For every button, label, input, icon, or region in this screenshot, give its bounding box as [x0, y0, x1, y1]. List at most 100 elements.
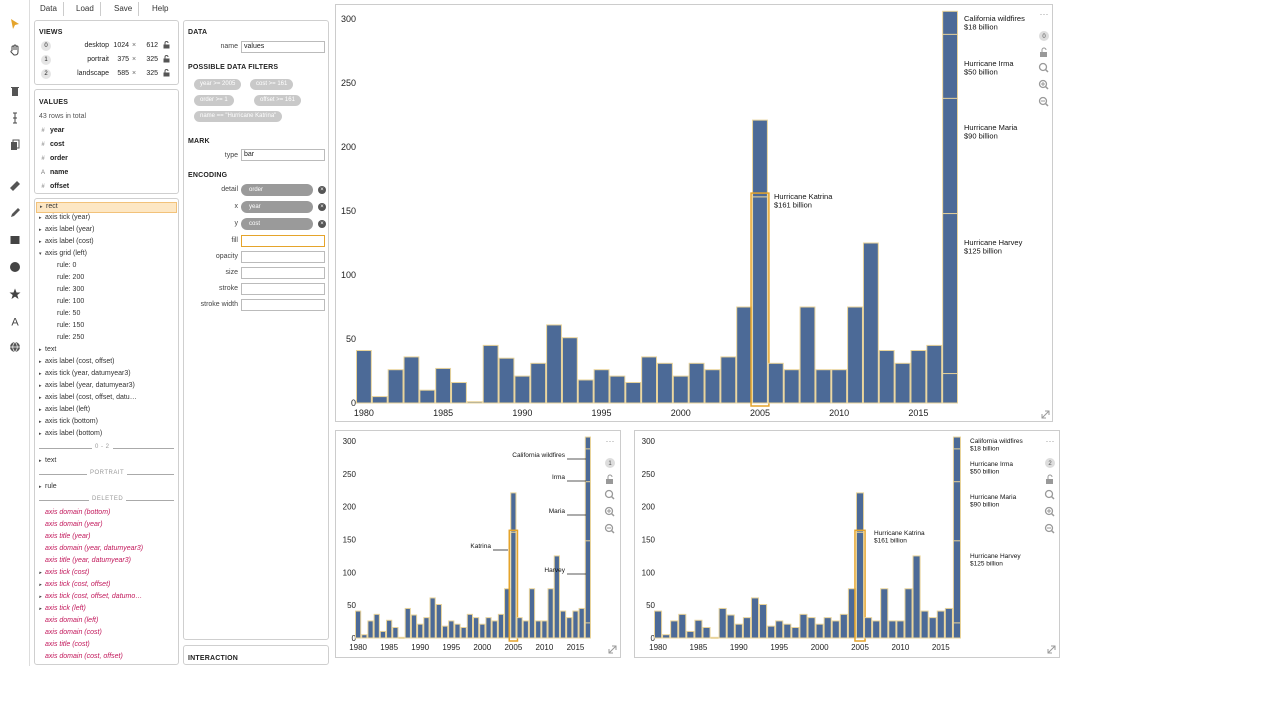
view-row-portrait[interactable]: 1 portrait 375 × 325	[39, 55, 175, 67]
tree-item[interactable]: ▸ rule	[39, 483, 57, 490]
trash-icon[interactable]	[6, 82, 24, 100]
encoding-field-opacity[interactable]	[241, 251, 325, 263]
expand-toggle-icon[interactable]: ▸	[39, 227, 42, 233]
tree-item[interactable]: rule: 200	[39, 274, 84, 281]
expand-toggle-icon[interactable]: ▸	[39, 395, 42, 401]
expand-toggle-icon[interactable]: ▸	[39, 407, 42, 413]
expand-toggle-icon[interactable]: ▸	[39, 458, 42, 464]
tree-item[interactable]: rule: 50	[39, 310, 80, 317]
menu-data[interactable]: Data	[34, 2, 64, 16]
ruler-icon[interactable]	[6, 177, 24, 195]
expand-toggle-icon[interactable]: ▸	[40, 204, 43, 210]
tree-item[interactable]: rule: 250	[39, 334, 84, 341]
expand-toggle-icon[interactable]: ▸	[39, 347, 42, 353]
rect-icon[interactable]	[6, 231, 24, 249]
menu-load[interactable]: Load	[70, 2, 101, 16]
remove-icon[interactable]: ×	[318, 203, 326, 211]
pen-icon[interactable]	[6, 204, 24, 222]
encoding-field-stroke[interactable]	[241, 283, 325, 295]
expand-toggle-icon[interactable]: ▸	[39, 239, 42, 245]
expand-toggle-icon[interactable]: ▸	[39, 215, 42, 221]
tree-item[interactable]: ▸ axis label (year)	[39, 226, 94, 233]
view-width[interactable]: 585	[117, 70, 129, 77]
view-name[interactable]: portrait	[87, 56, 109, 63]
deleted-item[interactable]: axis title (cost)	[39, 641, 90, 648]
deleted-item[interactable]: axis domain (bottom)	[39, 509, 110, 516]
deleted-item[interactable]: axis domain (year, datumyear3)	[39, 545, 143, 552]
deleted-item[interactable]: axis domain (left)	[39, 617, 98, 624]
expand-toggle-icon[interactable]: ▸	[39, 582, 42, 588]
text-cursor-icon[interactable]	[6, 109, 24, 127]
encoding-pill-x[interactable]: year	[241, 201, 313, 213]
filter-chip[interactable]: cost >= 161	[250, 79, 294, 90]
tree-item[interactable]: ▸ text	[39, 457, 56, 464]
view-desktop[interactable]: 0 50 100 150 200 250 300 1980 1985 1990 1995 2000 20…	[335, 4, 1053, 422]
tree-item[interactable]: ▸ axis label (cost, offset, datu…	[39, 394, 137, 401]
deleted-item[interactable]: axis title (year)	[39, 533, 91, 540]
view-height[interactable]: 325	[146, 70, 158, 77]
star-icon[interactable]	[6, 285, 24, 303]
tree-item[interactable]: ▸ text	[39, 346, 56, 353]
mark-type-field[interactable]: bar	[241, 149, 325, 161]
tree-item[interactable]: rule: 0	[39, 262, 76, 269]
tree-item[interactable]: rule: 300	[39, 286, 84, 293]
encoding-field-size[interactable]	[241, 267, 325, 279]
lock-icon[interactable]	[163, 55, 170, 65]
view-height[interactable]: 612	[146, 42, 158, 49]
view-landscape[interactable]: 0 50 100 150 200 250 300 1980 1985 1990 1995 2000 20…	[634, 430, 1060, 658]
view-row-desktop[interactable]: 0 desktop 1024 × 612	[39, 41, 175, 53]
expand-toggle-icon[interactable]: ▸	[39, 383, 42, 389]
expand-toggle-icon[interactable]: ▸	[39, 431, 42, 437]
tree-item[interactable]: ▸ axis label (year, datumyear3)	[39, 382, 135, 389]
encoding-pill-y[interactable]: cost	[241, 218, 313, 230]
view-width[interactable]: 1024	[113, 42, 129, 49]
encoding-field-fill[interactable]	[241, 235, 325, 247]
view-height[interactable]: 325	[146, 56, 158, 63]
deleted-item[interactable]: ▸ axis tick (cost, offset)	[39, 581, 110, 588]
tree-item[interactable]: ▾ axis grid (left)	[39, 250, 87, 257]
menu-save[interactable]: Save	[108, 2, 140, 16]
expand-toggle-icon[interactable]: ▸	[39, 359, 42, 365]
tree-item[interactable]: rule: 100	[39, 298, 84, 305]
deleted-item[interactable]: axis title (year, datumyear3)	[39, 557, 131, 564]
tree-item[interactable]: ▸ axis label (cost)	[39, 238, 94, 245]
expand-toggle-icon[interactable]: ▸	[39, 606, 42, 612]
field-offset[interactable]: # offset	[39, 183, 69, 190]
menu-help[interactable]: Help	[152, 4, 169, 13]
deleted-item[interactable]: ▸ axis tick (cost, offset, datumo…	[39, 593, 142, 600]
remove-icon[interactable]: ×	[318, 186, 326, 194]
field-year[interactable]: # year	[39, 127, 64, 134]
lock-icon[interactable]	[163, 69, 170, 79]
view-width[interactable]: 375	[117, 56, 129, 63]
tree-item[interactable]: ▸ axis label (cost, offset)	[39, 358, 115, 365]
view-name[interactable]: landscape	[77, 70, 109, 77]
deleted-item[interactable]: axis domain (year)	[39, 521, 103, 528]
circle-icon[interactable]	[6, 258, 24, 276]
lock-icon[interactable]	[163, 41, 170, 51]
tree-item[interactable]: ▸ axis label (left)	[39, 406, 90, 413]
field-cost[interactable]: # cost	[39, 141, 64, 148]
field-name[interactable]: order	[50, 155, 68, 162]
view-row-landscape[interactable]: 2 landscape 585 × 325	[39, 69, 175, 81]
hand-icon[interactable]	[6, 41, 24, 59]
expand-toggle-icon[interactable]: ▸	[39, 419, 42, 425]
tree-item[interactable]: rule: 150	[39, 322, 84, 329]
expand-toggle-icon[interactable]: ▸	[39, 371, 42, 377]
field-name[interactable]: year	[50, 127, 65, 134]
filter-chip[interactable]: name == "Hurricane Katrina"	[194, 111, 283, 122]
filter-chip[interactable]: year >= 2005	[194, 79, 242, 90]
remove-icon[interactable]: ×	[318, 220, 326, 228]
expand-toggle-icon[interactable]: ▾	[39, 251, 42, 257]
view-portrait[interactable]: 0 50 100 150 200 250 300 1980 1985 1990 1995 2000 20…	[335, 430, 621, 658]
expand-toggle-icon[interactable]: ▸	[39, 484, 42, 490]
encoding-field-stroke-width[interactable]	[241, 299, 325, 311]
name-field[interactable]: values	[241, 41, 325, 53]
tree-item[interactable]: ▸ axis tick (bottom)	[39, 418, 98, 425]
deleted-item[interactable]: ▸ axis tick (left)	[39, 605, 86, 612]
deleted-item[interactable]: axis domain (cost, offset)	[39, 653, 123, 660]
copy-icon[interactable]	[6, 136, 24, 154]
deleted-item[interactable]: ▸ axis tick (cost)	[39, 569, 89, 576]
tree-item[interactable]: ▸ axis tick (year)	[39, 214, 90, 221]
text-icon[interactable]: A	[6, 312, 24, 330]
